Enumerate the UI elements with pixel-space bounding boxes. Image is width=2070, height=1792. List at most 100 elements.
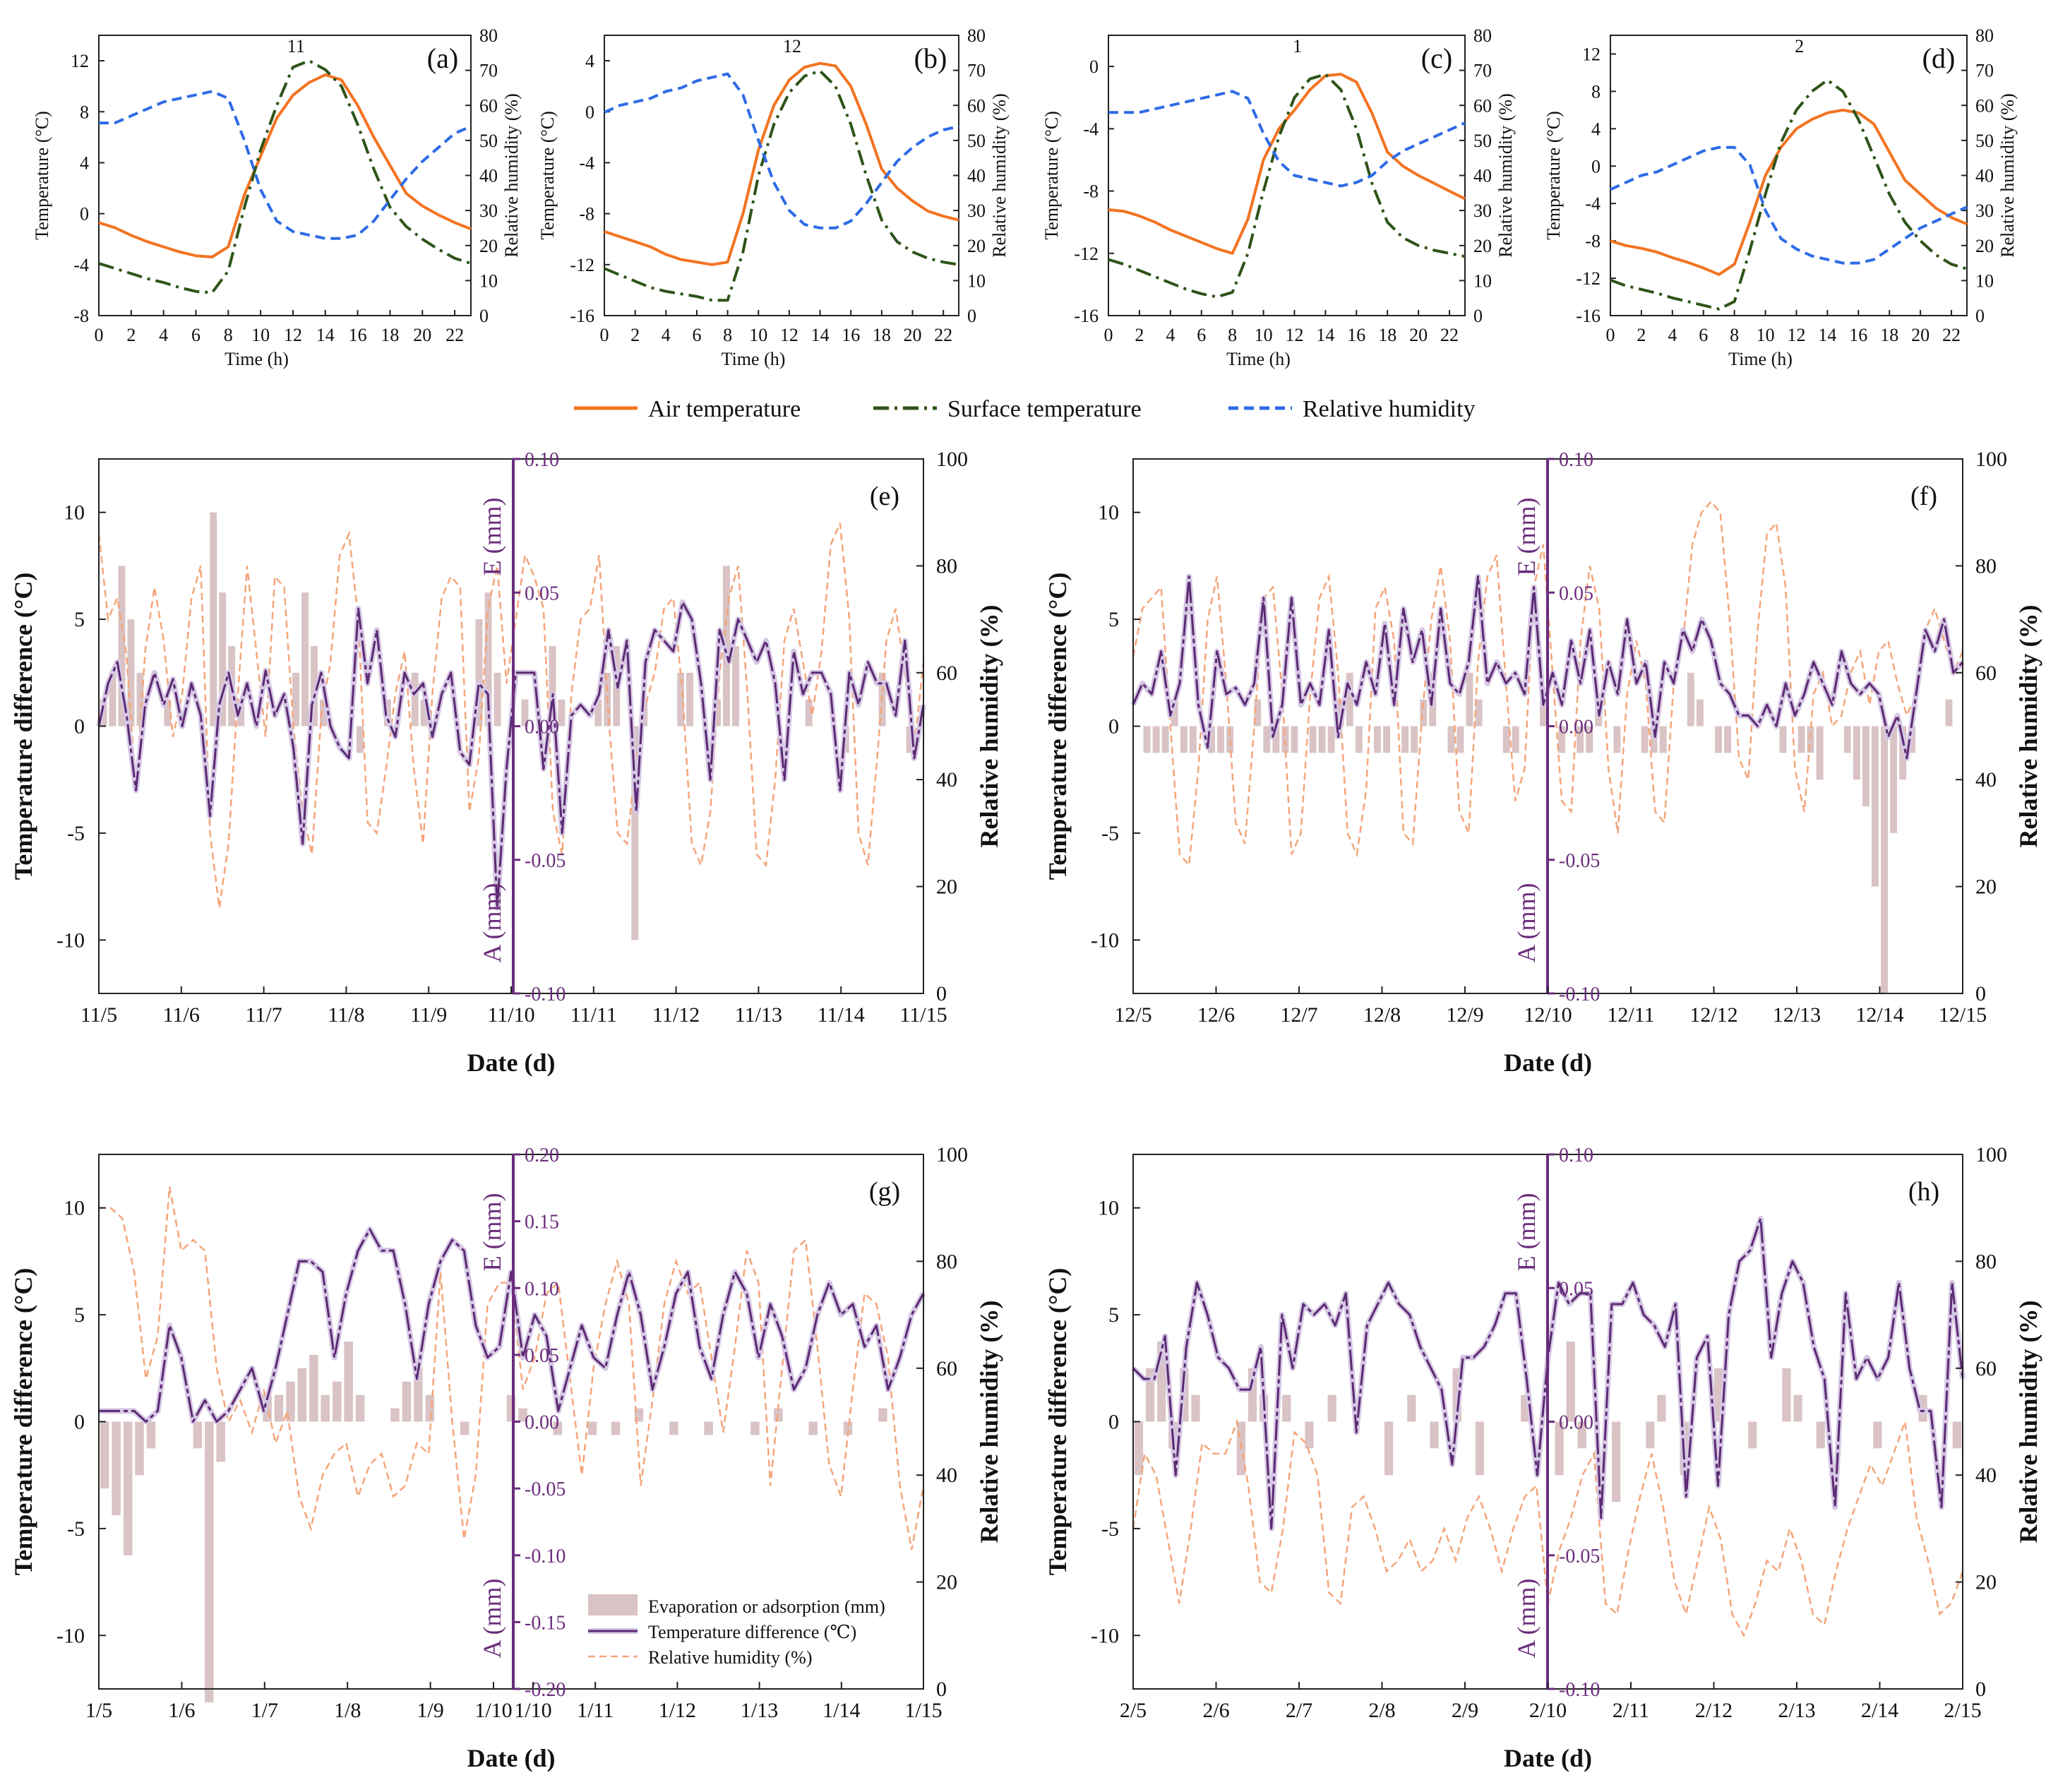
evaporation-bar <box>631 726 639 940</box>
evaporation-bar <box>686 672 693 727</box>
e-axis-label-bottom: A (mm) <box>478 883 506 963</box>
y2-tick-label: 20 <box>1975 1571 1997 1594</box>
x-tick-label: 16 <box>842 325 860 345</box>
y-tick-label: 0 <box>1089 56 1099 77</box>
y2-tick-label: 70 <box>1975 61 1994 81</box>
y-tick-label: -8 <box>1083 181 1099 202</box>
x-tick-label: 4 <box>662 325 671 345</box>
evaporation-bar <box>1309 726 1317 753</box>
legend-label: Temperature difference (℃) <box>648 1622 856 1642</box>
y-tick-label: 0 <box>74 1411 85 1434</box>
y-tick-label: -5 <box>67 1517 85 1541</box>
series-temperature-difference <box>97 601 925 909</box>
y2-tick-label: 80 <box>1975 554 1997 578</box>
x-tick-label: 0 <box>95 325 104 345</box>
y2-tick-label: 50 <box>1473 131 1492 151</box>
y-tick-label: -10 <box>1091 1624 1119 1647</box>
evaporation-bar <box>1816 1421 1825 1449</box>
evaporation-bar <box>843 1421 853 1435</box>
x-tick-label: 12 <box>1285 325 1303 345</box>
x-tick-label: 2 <box>1637 325 1646 345</box>
evaporation-bar <box>704 1421 713 1435</box>
series-temperature-difference <box>99 1228 925 1423</box>
series-surface-temperature <box>1610 78 1968 311</box>
y2-tick-label: 80 <box>1975 1250 1997 1273</box>
x-tick-label: 1/14 <box>822 1699 860 1722</box>
x-tick-label: 1/9 <box>417 1699 443 1722</box>
evaporation-bar <box>301 592 309 727</box>
y2-tick-label: 10 <box>479 270 498 291</box>
x-tick-label: 2/7 <box>1286 1699 1312 1722</box>
e-axis-label-top: E (mm) <box>1512 498 1540 576</box>
evaporation-bar <box>1687 672 1694 727</box>
evaporation-bar <box>611 1421 621 1435</box>
legend-bottom: Evaporation or adsorption (mm) Temperatur… <box>588 1594 885 1668</box>
y2-tick-label: 10 <box>967 270 986 291</box>
x-axis-label: Time (h) <box>1226 349 1291 369</box>
evaporation-bar <box>1456 726 1464 753</box>
e-axis-tick-label: 0.05 <box>525 583 559 604</box>
y2-tick-label: 80 <box>936 554 957 578</box>
evaporation-bar <box>1502 726 1510 753</box>
evaporation-bar <box>1853 726 1860 780</box>
evaporation-bar <box>286 1381 295 1422</box>
evaporation-bar <box>1420 699 1428 727</box>
x-tick-label: 14 <box>316 325 335 345</box>
evaporation-bar <box>1724 726 1731 753</box>
evaporation-bar <box>750 1421 760 1435</box>
x-tick-label: 20 <box>904 325 922 345</box>
e-axis-label-bottom: A (mm) <box>478 1579 506 1659</box>
evaporation-bar <box>1189 726 1197 753</box>
x-tick-label: 22 <box>1942 325 1961 345</box>
y-tick-label: -16 <box>1576 306 1601 326</box>
series-relative-humidity <box>1108 90 1466 188</box>
y2-axis-label: Relative humidity (%) <box>989 93 1010 258</box>
daily-panel-d: 0 2 4 6 8 10 12 14 16 18 20 22 -16 -12 -8 -4 0 4 8 12 0 10 20 3… <box>1543 25 2018 369</box>
y-tick-label: 10 <box>64 1197 85 1220</box>
combo-panel-f: -0.10 -0.05 0.00 0.05 0.10 E (mm) A (mm) -10 -5 0… <box>1043 448 2042 1077</box>
evaporation-bar <box>297 1368 307 1422</box>
evaporation-bar <box>1475 1421 1484 1476</box>
y-axis-label: Temperature difference (°C) <box>9 573 37 880</box>
y2-tick-label: 40 <box>936 1464 957 1487</box>
evaporation-bar <box>1291 726 1298 753</box>
e-axis-tick-label: -0.10 <box>525 984 566 1005</box>
evaporation-bar <box>164 699 172 727</box>
y-tick-label: -12 <box>1576 268 1601 289</box>
y2-tick-label: 20 <box>1975 876 1997 899</box>
x-tick-label: 6 <box>1699 325 1708 345</box>
evaporation-bar <box>1816 726 1824 780</box>
evaporation-bar <box>1407 1394 1416 1422</box>
evaporation-bar <box>309 1354 318 1422</box>
x-tick-label: 2 <box>630 325 640 345</box>
y-tick-label: -5 <box>67 822 85 845</box>
x-tick-label: 4 <box>1668 325 1677 345</box>
evaporation-bar <box>1797 726 1805 753</box>
evaporation-bar <box>411 672 419 727</box>
x-tick-label: 1/12 <box>659 1699 696 1722</box>
x-tick-label: 18 <box>1378 325 1396 345</box>
series-air-temperature <box>1610 108 1968 276</box>
x-tick-label: 2 <box>126 325 136 345</box>
evaporation-bar <box>1641 726 1649 753</box>
x-tick-label: 11/13 <box>735 1003 782 1027</box>
y2-tick-label: 10 <box>1975 270 1994 291</box>
evaporation-bar <box>1355 726 1363 753</box>
y2-tick-label: 60 <box>1975 95 1994 116</box>
y-tick-label: -4 <box>1585 193 1601 214</box>
y-axis-label: Temperature (°C) <box>1041 111 1062 240</box>
evaporation-bar <box>210 512 217 727</box>
plot-frame <box>1610 35 1968 316</box>
x-tick-label: 12/14 <box>1855 1003 1903 1027</box>
e-axis-tick-label: -0.10 <box>1559 984 1600 1005</box>
y2-axis-label: Relative humidity (%) <box>2014 605 2042 848</box>
y-axis-label: Temperature (°C) <box>537 111 558 240</box>
x-tick-label: 20 <box>413 325 431 345</box>
evaporation-bar <box>594 699 602 727</box>
evaporation-bar <box>136 672 144 727</box>
evaporation-bar <box>1697 699 1704 727</box>
evaporation-bar <box>1890 726 1897 833</box>
evaporation-bar <box>274 1394 284 1422</box>
series-surface-temperature <box>1108 73 1466 299</box>
x-tick-label: 12/8 <box>1363 1003 1401 1027</box>
